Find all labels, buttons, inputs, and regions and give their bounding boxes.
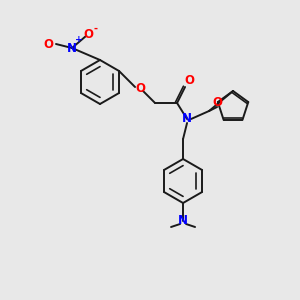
Text: N: N [182, 112, 192, 125]
Text: O: O [213, 96, 223, 109]
Text: O: O [83, 28, 93, 40]
Text: N: N [67, 41, 77, 55]
Text: O: O [135, 82, 145, 95]
Text: O: O [184, 74, 194, 88]
Text: N: N [178, 214, 188, 227]
Text: O: O [43, 38, 53, 50]
Text: -: - [93, 24, 97, 34]
Text: +: + [75, 35, 83, 44]
